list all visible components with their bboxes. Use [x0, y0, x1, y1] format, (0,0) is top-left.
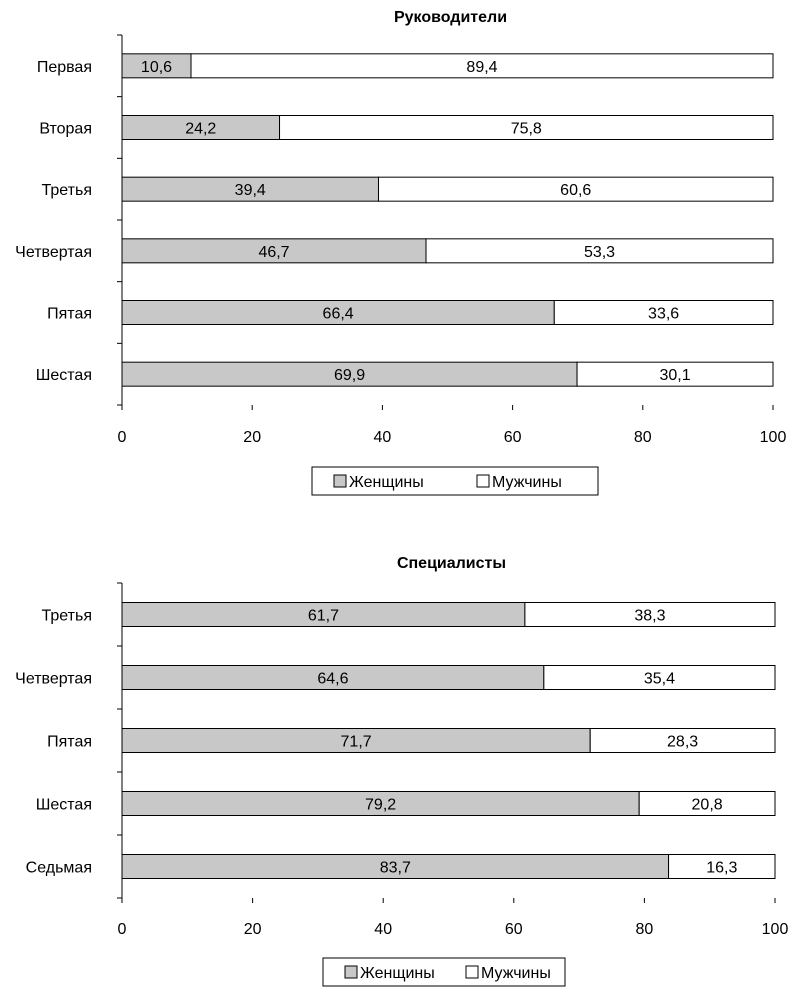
legend-label: Мужчины — [492, 474, 562, 491]
x-tick-label: 100 — [760, 429, 787, 446]
legend: Женщины Мужчины — [311, 466, 599, 496]
bar-women — [121, 728, 591, 753]
legend-swatch-men — [476, 474, 490, 488]
category-label: Четвертая — [15, 671, 92, 688]
chart-specialists: Специалисты 0 20 40 60 80 100 Третья 61,7 38,3 Чет… — [15, 555, 789, 987]
bar-men — [190, 53, 774, 79]
data-label: 46,7 — [258, 244, 289, 261]
bar-men — [589, 728, 776, 753]
bar-women — [121, 791, 640, 816]
data-label: 35,4 — [644, 671, 675, 688]
category-label: Третья — [42, 182, 92, 199]
data-label: 16,3 — [706, 860, 737, 877]
data-label: 30,1 — [659, 367, 690, 384]
x-tick-label: 0 — [118, 429, 127, 446]
data-label: 33,6 — [648, 306, 679, 323]
chart-title: Специалисты — [397, 555, 506, 572]
data-label: 24,2 — [185, 121, 216, 138]
x-tick-label: 20 — [244, 921, 262, 938]
bar-men — [638, 791, 776, 816]
data-label: 39,4 — [235, 182, 266, 199]
x-tick-label: 20 — [243, 429, 261, 446]
bar-men — [524, 602, 776, 627]
data-label: 20,8 — [692, 797, 723, 814]
x-tick-label: 80 — [636, 921, 654, 938]
bar-men — [668, 854, 776, 879]
data-label: 66,4 — [323, 306, 354, 323]
chart-title: Руководители — [394, 9, 507, 26]
x-tick-label: 60 — [504, 429, 522, 446]
data-label: 79,2 — [365, 797, 396, 814]
category-label: Пятая — [47, 306, 92, 323]
x-tick-label: 0 — [118, 921, 127, 938]
category-label: Первая — [37, 59, 92, 76]
data-label: 69,9 — [334, 367, 365, 384]
data-label: 38,3 — [634, 608, 665, 625]
data-label: 71,7 — [341, 734, 372, 751]
category-label: Шестая — [36, 797, 92, 814]
legend-box — [311, 466, 599, 496]
bar-men — [425, 238, 774, 264]
data-label: 60,6 — [560, 182, 591, 199]
data-label: 53,3 — [584, 244, 615, 261]
category-label: Седьмая — [26, 860, 92, 877]
x-tick-label: 40 — [374, 921, 392, 938]
category-label: Третья — [42, 608, 92, 625]
bar-men — [543, 665, 776, 690]
legend-swatch-women — [333, 474, 347, 488]
chart-managers: Руководители 0 20 40 60 80 100 Первая 10,6 89,4 Вт… — [15, 9, 787, 496]
x-tick-label: 100 — [762, 921, 789, 938]
category-label: Шестая — [36, 367, 92, 384]
category-label: Пятая — [47, 734, 92, 751]
category-label: Четвертая — [15, 244, 92, 261]
data-label: 83,7 — [380, 860, 411, 877]
bar-women — [121, 854, 670, 879]
data-label: 61,7 — [308, 608, 339, 625]
data-label: 28,3 — [667, 734, 698, 751]
x-tick-label: 60 — [505, 921, 523, 938]
bar-women — [121, 115, 281, 140]
data-label: 10,6 — [141, 59, 172, 76]
bar-women — [121, 238, 427, 264]
legend-label: Мужчины — [481, 965, 551, 982]
bar-men — [279, 115, 774, 140]
bar-women — [121, 361, 578, 387]
legend-label: Женщины — [349, 474, 424, 491]
x-tick-label: 40 — [374, 429, 392, 446]
x-tick-label: 80 — [634, 429, 652, 446]
bar-men — [553, 300, 774, 325]
bar-men — [576, 361, 774, 387]
legend-swatch-men — [465, 965, 479, 979]
legend: Женщины Мужчины — [322, 957, 566, 987]
bar-women — [121, 602, 526, 627]
category-label: Вторая — [39, 121, 92, 138]
data-label: 89,4 — [466, 59, 497, 76]
bar-men — [377, 176, 774, 202]
legend-label: Женщины — [360, 965, 435, 982]
legend-swatch-women — [344, 965, 358, 979]
data-label: 64,6 — [317, 671, 348, 688]
data-label: 75,8 — [511, 121, 542, 138]
legend-box — [322, 957, 566, 987]
